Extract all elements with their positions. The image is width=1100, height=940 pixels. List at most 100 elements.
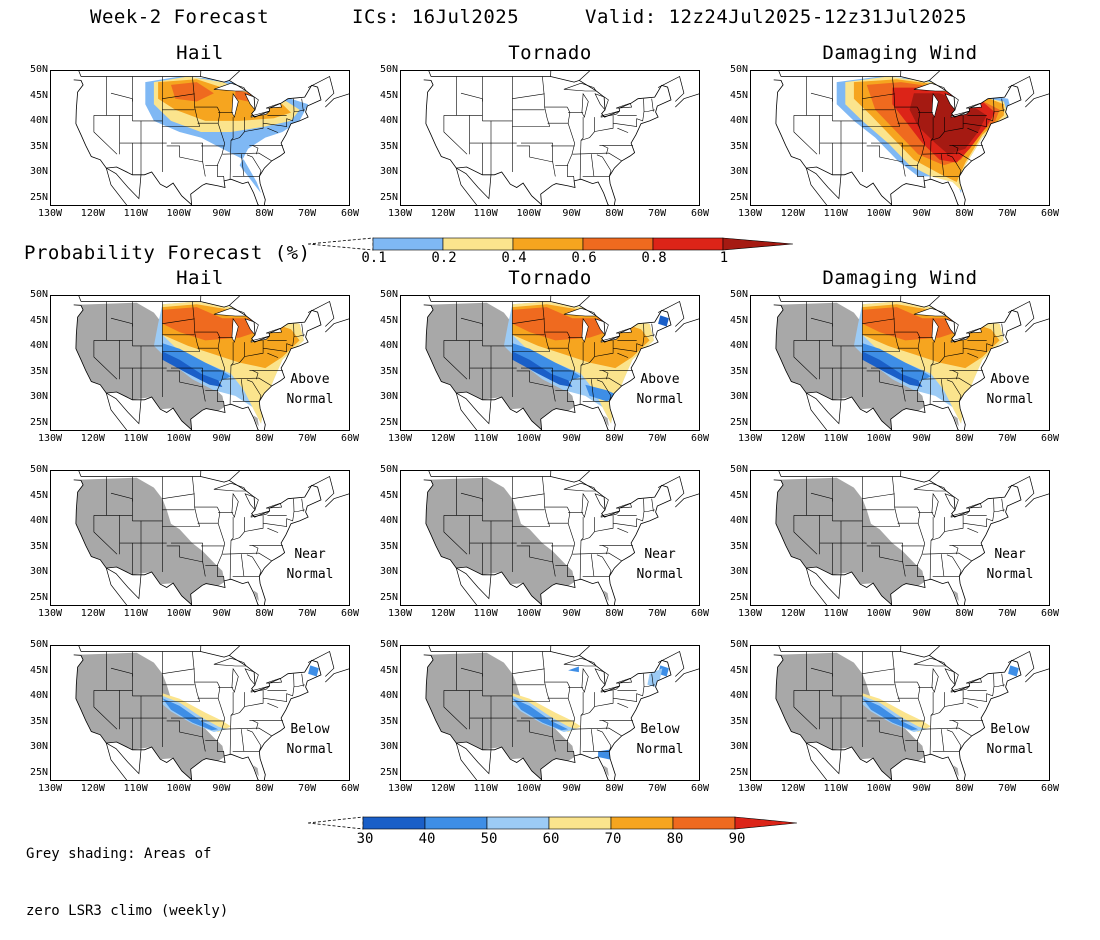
latitude-tick-label: 35N	[372, 541, 398, 552]
state-boundary	[94, 115, 117, 154]
latitude-tick-label: 45N	[22, 90, 48, 101]
state-boundary	[241, 554, 244, 576]
state-boundary	[941, 729, 944, 751]
state-boundary	[580, 517, 583, 579]
great-lake	[582, 94, 588, 117]
colorbar-segment	[735, 817, 797, 829]
longitude-tick-label: 90W	[203, 608, 239, 619]
map-panel-tornado-above-normal	[400, 295, 700, 431]
state-boundary	[794, 115, 817, 154]
latitude-tick-label: 25N	[722, 417, 748, 428]
map-canvas	[401, 646, 700, 781]
map-canvas	[751, 471, 1050, 606]
map-canvas	[751, 296, 1050, 431]
latitude-tick-label: 35N	[372, 716, 398, 727]
anomaly-label-line-2: Normal	[275, 565, 345, 585]
latitude-tick-label: 40N	[372, 515, 398, 526]
initial-conditions-date: ICs: 16Jul2025	[352, 6, 519, 28]
anomaly-label-line-2: Normal	[275, 740, 345, 760]
state-boundary	[230, 517, 233, 579]
state-boundary	[444, 115, 467, 154]
latitude-tick-label: 50N	[722, 464, 748, 475]
longitude-tick-label: 90W	[203, 783, 239, 794]
state-boundary	[245, 515, 263, 531]
great-lake	[245, 494, 258, 510]
great-lake	[595, 669, 608, 685]
longitude-tick-label: 70W	[639, 608, 675, 619]
state-boundary	[247, 730, 261, 752]
latitude-tick-label: 50N	[372, 639, 398, 650]
great-lake	[232, 494, 238, 517]
longitude-tick-label: 120W	[425, 433, 461, 444]
neighbor-coastline	[189, 205, 192, 206]
longitude-tick-label: 80W	[596, 783, 632, 794]
state-boundary	[167, 146, 203, 162]
neighbor-coastline	[539, 780, 542, 781]
latitude-tick-label: 45N	[22, 665, 48, 676]
longitude-tick-label: 70W	[989, 433, 1025, 444]
state-boundary	[862, 494, 894, 499]
great-lake	[914, 658, 946, 666]
great-lake	[914, 483, 946, 491]
longitude-tick-label: 60W	[1032, 608, 1068, 619]
latitude-tick-label: 40N	[372, 340, 398, 351]
map-canvas	[401, 471, 700, 606]
longitude-tick-label: 60W	[332, 783, 368, 794]
great-lake	[932, 669, 938, 692]
map-canvas	[751, 71, 1050, 206]
state-boundary	[542, 652, 549, 702]
great-lake	[564, 83, 596, 91]
column-title-hail: Hail	[50, 42, 350, 64]
neighbor-coastline	[1025, 93, 1050, 107]
latitude-tick-label: 45N	[372, 665, 398, 676]
neighbor-coastline	[189, 780, 192, 781]
neighbor-coastline	[929, 296, 939, 305]
state-boundary	[192, 477, 199, 527]
anomaly-colorbar: 30 40 50 60 70 80 90	[308, 815, 808, 849]
longitude-tick-label: 90W	[553, 208, 589, 219]
latitude-tick-label: 35N	[722, 716, 748, 727]
state-boundary	[922, 553, 971, 561]
longitude-tick-label: 80W	[246, 208, 282, 219]
latitude-tick-label: 45N	[722, 665, 748, 676]
colorbar-segment	[673, 817, 735, 829]
neighbor-coastline	[427, 646, 431, 652]
latitude-tick-label: 35N	[22, 541, 48, 552]
great-lake	[932, 494, 938, 517]
latitude-tick-label: 30N	[22, 741, 48, 752]
longitude-tick-label: 70W	[639, 208, 675, 219]
state-boundary	[572, 153, 621, 161]
state-boundary	[617, 528, 628, 532]
longitude-tick-label: 90W	[553, 433, 589, 444]
neighbor-coastline	[777, 646, 781, 652]
state-boundary	[302, 674, 304, 687]
state-boundary	[512, 94, 544, 99]
state-boundary	[945, 690, 963, 706]
longitude-tick-label: 90W	[203, 433, 239, 444]
neighbor-coastline	[106, 168, 141, 206]
state-boundary	[162, 669, 194, 674]
longitude-tick-label: 70W	[289, 608, 325, 619]
state-boundary	[617, 703, 628, 707]
latitude-tick-label: 50N	[22, 464, 48, 475]
latitude-tick-label: 50N	[722, 289, 748, 300]
longitude-tick-label: 110W	[468, 608, 504, 619]
longitude-tick-label: 60W	[682, 433, 718, 444]
latitude-tick-label: 30N	[22, 391, 48, 402]
probability-label: 0.6	[564, 250, 604, 266]
longitude-tick-label: 130W	[32, 433, 68, 444]
anomaly-label-line-1: Above	[625, 370, 695, 390]
longitude-tick-label: 80W	[246, 433, 282, 444]
forecast-shading	[74, 302, 304, 430]
state-boundary	[652, 499, 654, 512]
longitude-tick-label: 80W	[946, 208, 982, 219]
state-boundary	[245, 690, 263, 706]
state-boundary	[512, 669, 544, 674]
state-boundary	[922, 728, 971, 736]
map-panel-hail-near-normal	[50, 470, 350, 606]
latitude-tick-label: 50N	[372, 464, 398, 475]
anomaly-label-line-2: Normal	[625, 390, 695, 410]
